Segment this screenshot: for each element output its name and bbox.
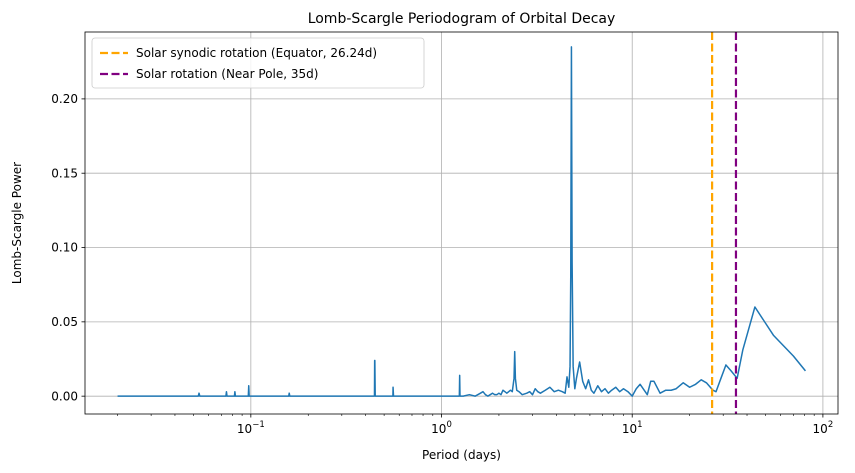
x-tick-label: 10−1 [237, 420, 265, 436]
y-axis-title: Lomb-Scargle Power [10, 162, 24, 284]
legend-box [91, 37, 425, 89]
y-tick-label: 0.15 [51, 166, 78, 180]
x-tick-label: 102 [813, 420, 834, 436]
reference-lines [711, 32, 738, 414]
y-tick-label: 0.00 [51, 389, 78, 403]
series-line [117, 46, 807, 397]
legend-label: Solar synodic rotation (Equator, 26.24d) [136, 46, 377, 60]
x-tick-label: 100 [431, 420, 452, 436]
x-axis-title: Period (days) [422, 448, 501, 462]
x-axis-ticks: 10−1 100 101 102 [117, 414, 834, 436]
y-axis-ticks: 0.00 0.05 0.10 0.15 0.20 [51, 92, 85, 403]
chart-title: Lomb-Scargle Periodogram of Orbital Deca… [308, 11, 616, 27]
y-tick-label: 0.10 [51, 241, 78, 255]
series-layer [117, 46, 807, 397]
legend: Solar synodic rotation (Equator, 26.24d)… [91, 37, 425, 89]
plot-frame [84, 31, 839, 415]
legend-label: Solar rotation (Near Pole, 35d) [136, 67, 318, 81]
y-tick-label: 0.05 [51, 315, 78, 329]
x-tick-label: 101 [622, 420, 643, 436]
y-tick-label: 0.20 [51, 92, 78, 106]
